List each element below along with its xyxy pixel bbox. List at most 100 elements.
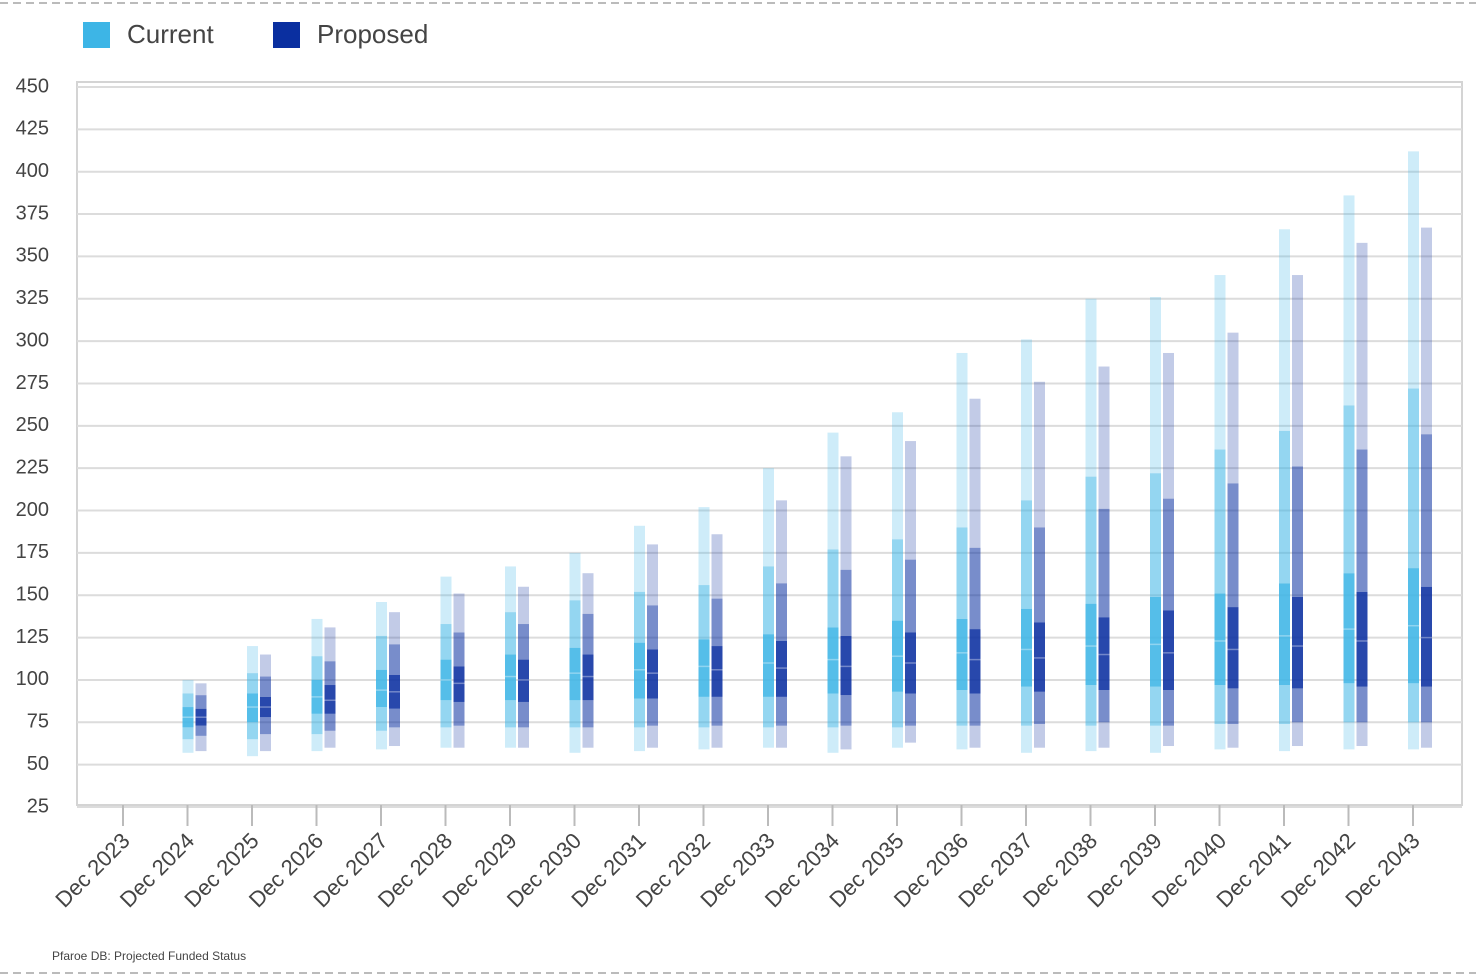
fan-band [840,635,852,696]
fan-band [376,707,387,731]
fan-band [376,669,387,708]
fan-band [247,722,258,740]
legend-swatch [83,22,110,48]
fan-band [776,696,787,726]
fan-band [634,698,645,728]
fan-band [905,559,916,633]
fan-band [324,685,336,714]
fan-band [1085,476,1097,604]
fan-band [763,566,774,635]
fan-band [260,717,271,735]
fan-band [1098,508,1110,618]
y-tick-label: 150 [16,584,49,606]
fan-band [376,730,387,750]
y-tick-label: 275 [16,372,49,394]
fan-band [711,646,723,697]
fan-band [698,727,710,750]
fan-band [1085,298,1097,477]
fan-band [518,727,529,748]
footnote: Pfaroe DB: Projected Funded Status [52,949,246,963]
fan-band [1214,723,1226,750]
fan-band [1163,725,1174,747]
y-tick-label: 325 [16,287,49,309]
fan-band [1021,686,1032,726]
fan-band [956,352,968,528]
fan-band [505,700,516,728]
fan-band [376,635,387,670]
fan-band [1227,483,1239,608]
fan-band [905,632,916,694]
fan-band [1150,686,1161,726]
fan-band [1356,722,1368,747]
fan-band [892,691,903,728]
fan-band [1227,332,1239,484]
fan-band [389,708,400,728]
fan-band [582,727,594,748]
fan-band [892,620,903,692]
fan-band [1408,388,1419,569]
fan-band [840,456,852,570]
fan-band [647,605,658,650]
fan-band [1227,688,1239,724]
fan-band [1098,690,1110,723]
y-tick-label: 425 [16,118,49,140]
fan-band [1408,683,1419,723]
fan-band [1150,596,1161,687]
fan-band [260,676,271,697]
fan-band [1163,690,1174,726]
fan-band [1021,608,1032,687]
y-tick-label: 125 [16,626,49,648]
fan-band [569,700,581,728]
fan-band [634,591,645,643]
fan-band [389,674,400,709]
fan-band [505,654,516,701]
fan-band [840,569,852,636]
fan-band [569,552,581,601]
fan-band [969,398,981,548]
fan-band [311,656,323,680]
fan-band [698,696,710,728]
fan-band [518,586,529,625]
y-tick-label: 375 [16,202,49,224]
fan-band [698,639,710,697]
fan-band [1356,242,1368,450]
fan-band [1292,275,1303,467]
fan-band [195,695,207,709]
fan-band [1085,725,1097,752]
fan-band [634,642,645,699]
y-tick-label: 200 [16,499,49,521]
fan-band [1408,568,1419,684]
fan-band [827,549,839,628]
fan-band [453,701,465,726]
fan-band [827,727,839,753]
fan-band [1150,725,1161,753]
fan-band [1034,527,1045,623]
legend-label: Current [127,19,214,49]
fan-band [440,659,452,701]
legend-label: Proposed [317,19,428,49]
y-tick-label: 75 [27,711,49,733]
fan-band [247,646,258,674]
fan-band [711,598,723,647]
fan-band [1421,686,1432,723]
fan-band [892,412,903,540]
fan-band [582,654,594,701]
fan-band [827,627,839,694]
fan-band [505,612,516,655]
fan-band [505,566,516,613]
fan-band [376,602,387,636]
fan-band [634,525,645,592]
fan-band [440,624,452,660]
y-tick-label: 25 [27,795,49,817]
fan-band [389,727,400,747]
fan-band [1343,195,1355,406]
fan-band [1343,722,1355,750]
fan-band [1356,591,1368,687]
fan-band [1214,275,1226,450]
fan-band [569,600,581,648]
fan-band [905,441,916,560]
fan-band [776,725,787,748]
fan-band [1279,430,1290,584]
fan-band [776,500,787,584]
